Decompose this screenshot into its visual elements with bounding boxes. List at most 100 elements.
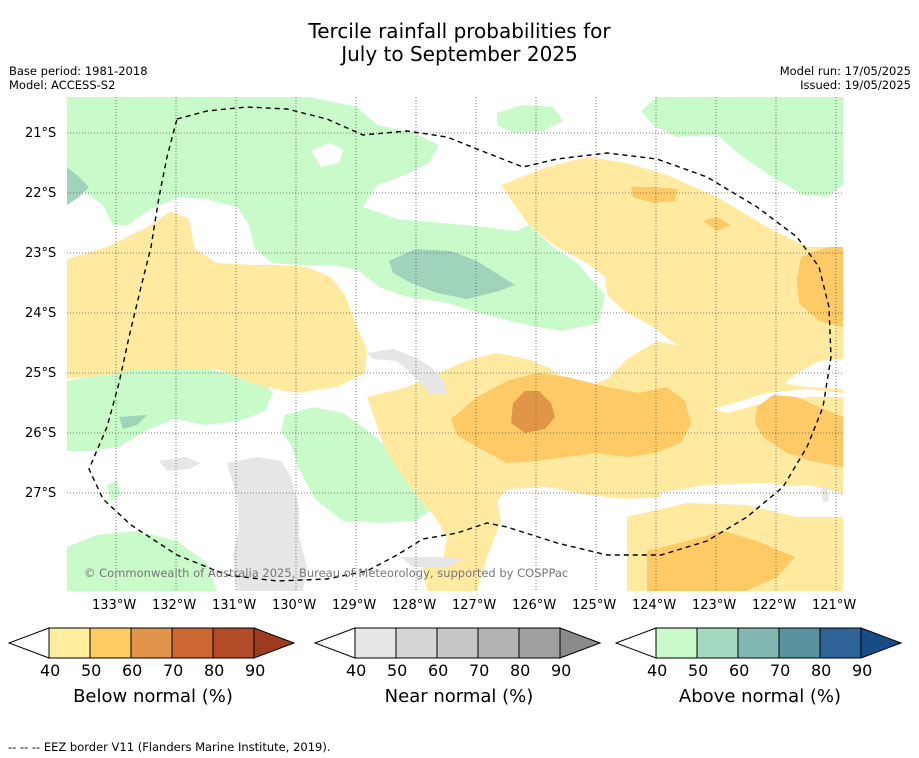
footnote: -- -- -- EEZ border V11 (Flanders Marine… bbox=[8, 740, 331, 754]
yellow-band-west bbox=[67, 211, 367, 393]
colorbar-tick: 50 bbox=[81, 661, 102, 680]
eez-border bbox=[88, 106, 832, 582]
green-region-islet bbox=[497, 105, 563, 133]
colorbar-title: Above normal (%) bbox=[678, 686, 842, 707]
colorbar-swatch bbox=[171, 627, 214, 659]
colorbar-title: Below normal (%) bbox=[73, 686, 233, 707]
white-gap-mid bbox=[713, 389, 843, 413]
probability-map: © Commonwealth of Australia 2025, Bureau… bbox=[67, 97, 843, 591]
colorbar-swatch bbox=[737, 627, 780, 659]
model-run: Model run: 17/05/2025 bbox=[779, 64, 911, 78]
lon-label: 132°W bbox=[152, 598, 197, 613]
colorbar-min-arrow bbox=[615, 627, 657, 659]
white-gaps bbox=[657, 389, 843, 501]
orange-region-small-1 bbox=[631, 187, 677, 203]
green-region-southwest bbox=[67, 531, 217, 591]
lat-label: 21°S bbox=[25, 126, 57, 141]
lon-label: 130°W bbox=[272, 598, 317, 613]
lon-label: 127°W bbox=[452, 598, 497, 613]
colorbar-above-normal bbox=[615, 627, 903, 659]
lat-label: 23°S bbox=[25, 246, 57, 261]
lat-label: 26°S bbox=[25, 426, 57, 441]
colorbar-swatch bbox=[130, 627, 173, 659]
colorbar-tick: 50 bbox=[387, 661, 408, 680]
colorbar-swatch bbox=[778, 627, 821, 659]
copyright-text: © Commonwealth of Australia 2025, Bureau… bbox=[84, 566, 568, 580]
colorbar-swatch bbox=[518, 627, 561, 659]
colorbar-tick: 40 bbox=[647, 661, 668, 680]
colorbar-swatch bbox=[655, 627, 698, 659]
grey-region-south bbox=[227, 457, 307, 591]
green-region-northeast bbox=[641, 97, 843, 197]
green-region-west bbox=[67, 367, 273, 451]
colorbar-tick: 90 bbox=[245, 661, 266, 680]
title-line-2: July to September 2025 bbox=[341, 42, 578, 66]
colorbar-max-arrow bbox=[253, 627, 296, 659]
colorbar-tick: 90 bbox=[551, 661, 572, 680]
grey-region-west bbox=[159, 457, 201, 471]
lon-label: 126°W bbox=[512, 598, 557, 613]
near-normal-regions bbox=[159, 349, 829, 591]
lat-label: 27°S bbox=[25, 486, 57, 501]
colorbar-tick: 70 bbox=[163, 661, 184, 680]
yellow-band-east bbox=[501, 157, 843, 397]
colorbar-title: Near normal (%) bbox=[384, 686, 534, 707]
lat-label: 25°S bbox=[25, 366, 57, 381]
colorbar-swatch bbox=[212, 627, 255, 659]
lon-label: 124°W bbox=[632, 598, 677, 613]
colorbar-tick: 80 bbox=[510, 661, 531, 680]
lon-label: 125°W bbox=[572, 598, 617, 613]
colorbar-min-arrow bbox=[314, 627, 356, 659]
colorbar-tick: 80 bbox=[811, 661, 832, 680]
grey-region-center bbox=[367, 349, 447, 393]
green-region-center bbox=[281, 407, 439, 523]
colorbar-max-arrow bbox=[559, 627, 602, 659]
colorbar-below-normal bbox=[8, 627, 296, 659]
colorbar-tick: 60 bbox=[122, 661, 143, 680]
colorbar-swatch bbox=[477, 627, 520, 659]
colorbar-tick: 60 bbox=[729, 661, 750, 680]
colorbar-tick: 90 bbox=[852, 661, 873, 680]
colorbar-swatch bbox=[696, 627, 739, 659]
colorbar-swatch bbox=[48, 627, 91, 659]
orange-region-center bbox=[451, 373, 691, 463]
colorbar-swatch bbox=[436, 627, 479, 659]
teal-region-center bbox=[389, 249, 515, 299]
orange-region-small-2 bbox=[703, 217, 731, 231]
white-gap bbox=[311, 143, 343, 167]
issued-date: Issued: 19/05/2025 bbox=[800, 78, 911, 92]
colorbar-swatch bbox=[89, 627, 132, 659]
colorbar-tick: 40 bbox=[346, 661, 367, 680]
grey-region-south-east bbox=[401, 557, 465, 567]
green-region-small bbox=[107, 481, 121, 501]
teal-region-small bbox=[119, 415, 147, 429]
lon-label: 129°W bbox=[332, 598, 377, 613]
title-line-1: Tercile rainfall probabilities for bbox=[308, 19, 611, 43]
colorbar-tick: 70 bbox=[770, 661, 791, 680]
grey-region-tiny bbox=[821, 487, 829, 503]
gridlines bbox=[67, 97, 843, 591]
colorbar-swatch bbox=[395, 627, 438, 659]
colorbar-tick: 60 bbox=[428, 661, 449, 680]
colorbar-near-normal bbox=[314, 627, 602, 659]
lat-label: 24°S bbox=[25, 306, 57, 321]
lon-label: 128°W bbox=[392, 598, 437, 613]
lon-label: 122°W bbox=[752, 598, 797, 613]
colorbar-tick: 70 bbox=[469, 661, 490, 680]
teal-region-west bbox=[67, 167, 89, 205]
lon-label: 131°W bbox=[212, 598, 257, 613]
lat-label: 22°S bbox=[25, 186, 57, 201]
above-normal-50-regions bbox=[67, 167, 515, 429]
colorbar-tick: 50 bbox=[688, 661, 709, 680]
model-name: Model: ACCESS-S2 bbox=[9, 78, 116, 92]
white-gap-east bbox=[657, 483, 843, 501]
lon-label: 121°W bbox=[812, 598, 857, 613]
lon-label: 133°W bbox=[92, 598, 137, 613]
orange-region-south bbox=[647, 531, 795, 591]
colorbar-min-arrow bbox=[8, 627, 50, 659]
colorbar-tick: 40 bbox=[40, 661, 61, 680]
colorbar-max-arrow bbox=[860, 627, 903, 659]
colorbar-swatch bbox=[354, 627, 397, 659]
dark-orange-region bbox=[511, 391, 555, 433]
colorbar-tick: 80 bbox=[204, 661, 225, 680]
